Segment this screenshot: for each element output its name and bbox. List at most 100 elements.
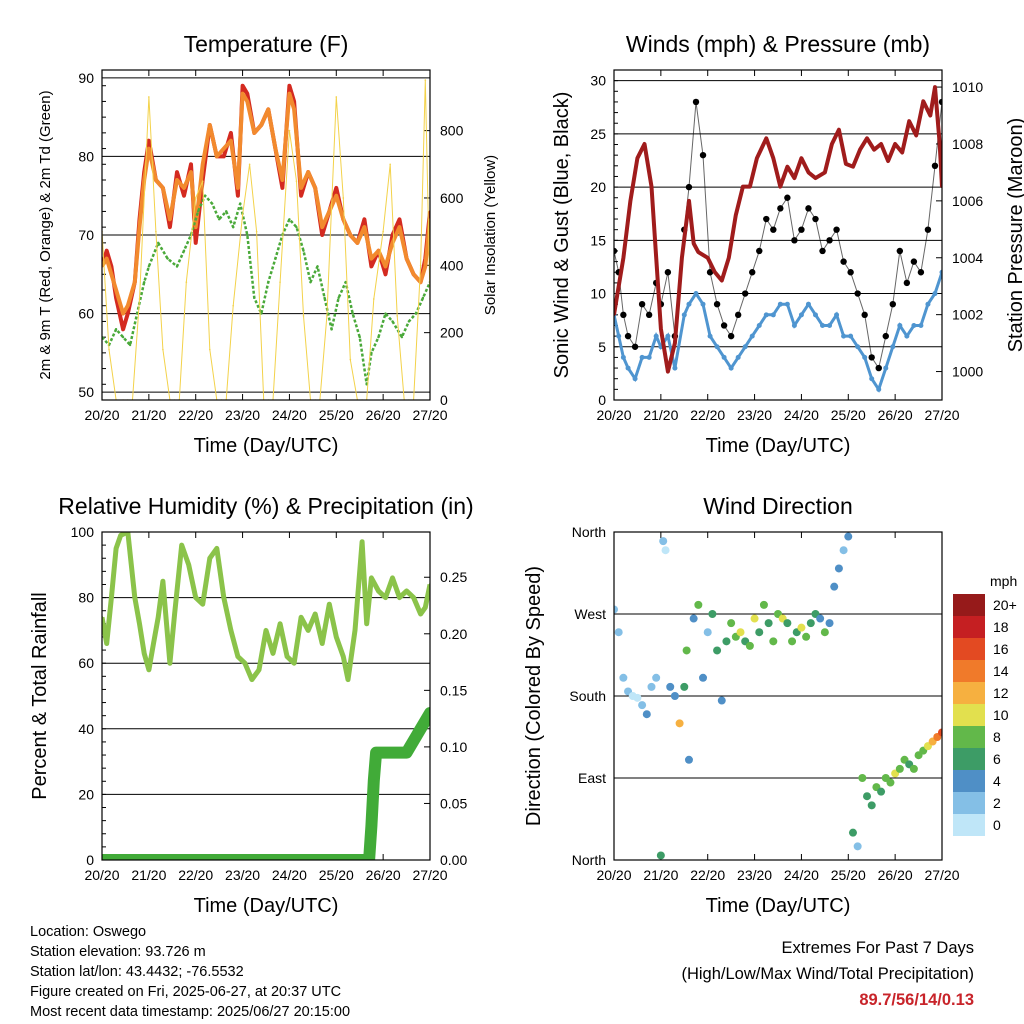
series-9m-t-point — [168, 218, 172, 221]
series-sonic-wind-point — [653, 333, 659, 339]
series-gust-point — [798, 226, 805, 233]
series-station-pressure-point — [696, 250, 700, 254]
series-relative-humidity — [102, 532, 430, 683]
series-sonic-wind-point — [665, 333, 671, 339]
series-sonic-wind-point — [625, 365, 631, 371]
series-gust-point — [924, 226, 932, 233]
series-sonic-wind-point — [918, 322, 924, 328]
series-9m-t-point — [424, 265, 427, 268]
series-9m-t-point — [253, 131, 256, 135]
wind-direction-point — [652, 673, 661, 682]
series-9m-t-point — [189, 170, 193, 174]
chart-panel-3: Relative Humidity (%) & Precipitation (i… — [29, 493, 474, 917]
x-tick-label: 21/20 — [131, 867, 166, 883]
wind-direction-point — [619, 673, 628, 682]
series-2m-t-point — [121, 328, 125, 331]
series-9m-t-point — [306, 170, 310, 174]
y-tick-label: 100 — [71, 524, 95, 540]
x-tick-label: 25/20 — [319, 867, 354, 883]
series-solar-insolation-point — [194, 197, 197, 199]
y-tick-label: 80 — [78, 590, 94, 606]
y-tick-label: 0 — [598, 392, 606, 408]
x-tick-label: 26/20 — [366, 867, 401, 883]
series-sonic-wind-point — [939, 269, 942, 275]
chart-title: Temperature (F) — [184, 31, 349, 57]
series-2m-td-point — [400, 335, 404, 339]
colorbar-label: 12 — [993, 685, 1009, 701]
series-gust-point — [720, 322, 728, 329]
series-9m-t-point — [133, 280, 136, 284]
series-sonic-wind-point — [632, 376, 638, 382]
y2-tick-label: 200 — [440, 325, 464, 341]
colorbar-swatch — [953, 682, 985, 704]
series-solar-insolation-point — [241, 213, 244, 216]
series-station-pressure-point — [858, 148, 862, 152]
series-sonic-wind-point — [735, 354, 741, 360]
wind-direction-point — [699, 673, 708, 682]
wind-direction-point — [877, 787, 886, 796]
y-tick-label: 60 — [78, 306, 94, 322]
station-info: Location: Oswego Station elevation: 93.7… — [30, 922, 350, 1022]
wind-direction-point — [666, 682, 675, 691]
wind-direction-point — [825, 619, 834, 628]
series-relative-humidity-point — [264, 629, 268, 632]
series-9m-t-point — [363, 225, 366, 229]
series-sonic-wind-point — [784, 301, 790, 307]
y2-tick-label: 1008 — [952, 136, 983, 152]
series-2m-td-point — [210, 202, 214, 205]
series-gust-point — [833, 226, 840, 233]
x-tick-label: 23/20 — [225, 867, 260, 883]
series-station-pressure-point — [785, 165, 789, 169]
series-gust-point — [692, 98, 700, 106]
wind-direction-point — [816, 614, 825, 623]
series-2m-t-point — [281, 186, 284, 190]
wind-direction-point — [717, 696, 726, 705]
series-9m-t-point — [398, 225, 401, 229]
series-gust-point — [903, 279, 911, 287]
series-relative-humidity-point — [370, 576, 373, 580]
series-gust-point — [784, 194, 791, 201]
series-station-pressure-point — [928, 114, 932, 118]
series-solar-insolation-point — [424, 79, 427, 81]
series-2m-t-point — [321, 233, 324, 237]
location-text: Location: Oswego — [30, 924, 147, 940]
x-tick-label: 26/20 — [878, 407, 913, 423]
series-gust-point — [868, 354, 875, 361]
series-solar-insolation-point — [349, 358, 352, 361]
series-station-pressure-point — [933, 85, 937, 89]
series-9m-t-point — [121, 312, 125, 315]
series-gust-point — [791, 237, 798, 244]
y2-tick-label: 1004 — [952, 250, 983, 266]
y2-tick-label: 1006 — [952, 193, 983, 209]
x-tick-label: 21/20 — [643, 407, 678, 423]
y-tick-label: 60 — [78, 655, 94, 671]
series-2m-t-point — [384, 273, 387, 276]
series-relative-humidity-point — [208, 557, 211, 560]
series-2m-td-point — [370, 351, 373, 355]
series-2m-t-point — [182, 194, 186, 197]
series-2m-td-point — [302, 249, 305, 252]
series-2m-td-point — [142, 280, 146, 284]
series-9m-t-point — [110, 273, 113, 276]
series-relative-humidity-point — [384, 596, 387, 599]
series-gust-point — [917, 269, 925, 276]
series-2m-t-point — [241, 84, 244, 87]
wind-direction-point — [806, 619, 815, 628]
chart-panel-1: Temperature (F) 50 60 70 80 90 20/20 21/20 22/20… — [37, 31, 499, 457]
series-9m-t-point — [229, 139, 233, 142]
series-sonic-wind-point — [834, 312, 840, 318]
series-2m-td-point — [407, 320, 411, 323]
plot-frame — [613, 531, 943, 861]
series-relative-humidity-point — [360, 540, 364, 544]
series-2m-td-point — [344, 280, 347, 284]
series-relative-humidity-point — [147, 668, 151, 671]
series-2m-td-point — [232, 225, 235, 229]
series-sonic-wind-point — [681, 312, 687, 318]
series-9m-t-point — [391, 241, 394, 245]
series-gust-point — [826, 237, 833, 244]
series-2m-td-point — [337, 296, 340, 300]
series-station-pressure-point — [687, 199, 691, 203]
y-axis-label: Percent & Total Rainfall — [29, 592, 51, 800]
series-2m-td-point — [377, 335, 380, 339]
series-gust-point — [645, 311, 653, 319]
